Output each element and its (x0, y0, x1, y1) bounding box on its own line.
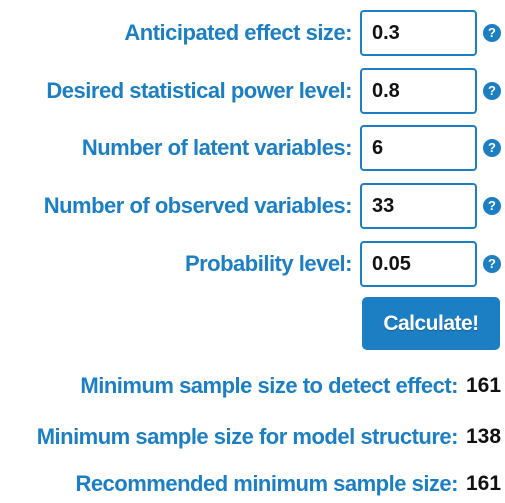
result-recommended-value: 161 (466, 472, 502, 495)
latent-variables-input[interactable] (360, 125, 477, 171)
result-detect-effect-value: 161 (466, 374, 502, 397)
observed-variables-label: Number of observed variables: (43, 193, 353, 218)
result-model-structure-label: Minimum sample size for model structure: (36, 424, 459, 449)
result-model-structure-row: Minimum sample size for model structure:… (0, 420, 505, 454)
question-circle-icon[interactable]: ? (483, 197, 501, 215)
result-model-structure-value: 138 (466, 425, 502, 448)
effect-size-label: Anticipated effect size: (124, 20, 352, 45)
effect-size-row: Anticipated effect size: ? (0, 8, 505, 58)
probability-level-row: Probability level: ? (0, 239, 505, 289)
probability-level-label: Probability level: (184, 251, 353, 276)
result-detect-effect-label: Minimum sample size to detect effect: (80, 373, 458, 398)
effect-size-input[interactable] (360, 10, 477, 56)
result-detect-effect-row: Minimum sample size to detect effect: 16… (0, 369, 505, 403)
power-level-row: Desired statistical power level: ? (0, 66, 505, 116)
result-recommended-label: Recommended minimum sample size: (75, 471, 458, 496)
latent-variables-label: Number of latent variables: (81, 135, 353, 160)
question-circle-icon[interactable]: ? (483, 139, 501, 157)
question-circle-icon[interactable]: ? (483, 255, 501, 273)
question-circle-icon[interactable]: ? (483, 24, 501, 42)
power-level-label: Desired statistical power level: (46, 78, 352, 103)
latent-variables-row: Number of latent variables: ? (0, 123, 505, 173)
probability-level-input[interactable] (360, 241, 477, 287)
result-recommended-row: Recommended minimum sample size: 161 (0, 467, 505, 501)
question-circle-icon[interactable]: ? (483, 82, 501, 100)
observed-variables-row: Number of observed variables: ? (0, 181, 505, 231)
calculate-button[interactable]: Calculate! (362, 297, 500, 350)
observed-variables-input[interactable] (360, 183, 477, 229)
power-level-input[interactable] (360, 68, 477, 114)
